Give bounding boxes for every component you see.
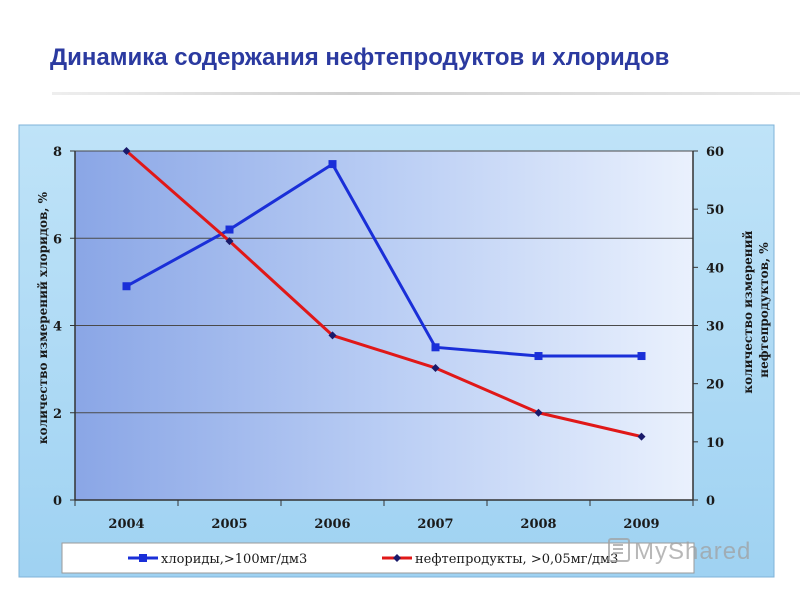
y-left-tick-label: 0 <box>53 494 62 509</box>
data-point-1 <box>431 363 440 372</box>
axes <box>70 150 698 506</box>
y-right-tick-label: 10 <box>706 436 724 451</box>
data-point-1 <box>225 237 234 246</box>
data-point-1 <box>534 408 543 417</box>
data-point-0 <box>122 282 131 291</box>
x-tick-label: 2008 <box>520 517 556 532</box>
watermark-icon <box>608 538 630 562</box>
y-left-tick-label: 8 <box>53 145 62 160</box>
data-point-1 <box>328 331 337 340</box>
x-tick-label: 2005 <box>211 517 247 532</box>
y-right-tick-label: 60 <box>706 145 724 160</box>
title-divider <box>52 92 800 95</box>
data-point-0 <box>534 352 543 361</box>
legend-box <box>61 542 695 574</box>
y-right-axis-title: количество измерений нефтепродуктов, % <box>741 226 771 393</box>
data-point-1 <box>637 432 646 441</box>
watermark-text: MyShared <box>634 538 752 565</box>
watermark-logo: MyShared <box>608 538 751 566</box>
legend-label-oil: нефтепродукты, >0,05мг/дм3 <box>415 552 618 567</box>
series <box>122 147 646 441</box>
x-tick-label: 2009 <box>623 517 659 532</box>
y-left-tick-label: 6 <box>53 232 62 247</box>
y-right-axis-title-line-2: нефтепродуктов, % <box>757 242 771 378</box>
y-right-tick-label: 20 <box>706 378 724 393</box>
series-line-1 <box>125 149 642 439</box>
data-point-0 <box>328 160 337 169</box>
data-point-0 <box>431 343 440 352</box>
data-point-1 <box>122 147 131 155</box>
y-right-tick-label: 30 <box>706 320 724 335</box>
x-tick-label: 2007 <box>417 517 453 532</box>
legend-marker-chlorides <box>139 554 147 562</box>
tick-labels: 0 2 4 6 8 0 10 20 30 40 50 60 2004 2005 2006 2007 2008 20… <box>53 145 724 532</box>
y-left-tick-label: 2 <box>53 407 62 422</box>
data-point-0 <box>637 352 646 361</box>
slide-title: Динамика содержания нефтепродуктов и хло… <box>50 44 670 71</box>
x-tick-label: 2006 <box>314 517 350 532</box>
legend-label-chlorides: хлориды,>100мг/дм3 <box>161 552 307 567</box>
y-right-axis-title-line-1: количество измерений <box>741 231 755 394</box>
y-right-tick-label: 50 <box>706 203 724 218</box>
series-line-0 <box>125 162 642 358</box>
y-right-tick-label: 0 <box>706 494 715 509</box>
y-left-tick-label: 4 <box>53 320 62 335</box>
y-right-tick-label: 40 <box>706 261 724 276</box>
y-left-axis-title: количество измерений хлоридов, % <box>36 191 50 444</box>
legend: хлориды,>100мг/дм3 нефтепродукты, >0,05м… <box>61 542 695 574</box>
x-tick-label: 2004 <box>108 517 144 532</box>
grid-lines <box>75 150 693 414</box>
data-point-0 <box>225 225 234 234</box>
legend-marker-oil <box>393 554 401 562</box>
